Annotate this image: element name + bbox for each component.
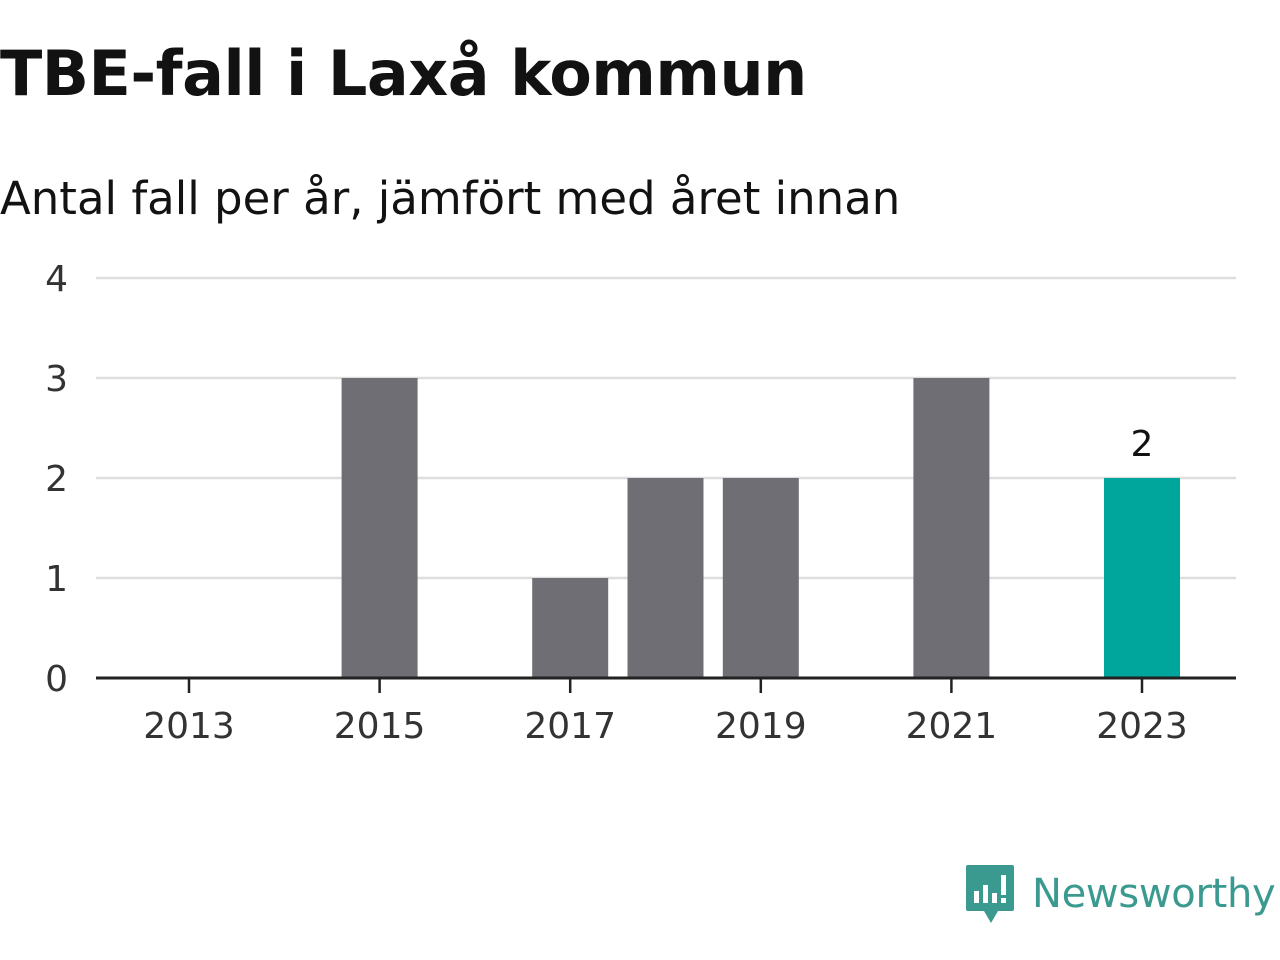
logo-bar-4 bbox=[1001, 875, 1006, 895]
bar-2018 bbox=[627, 478, 704, 678]
y-tick-label: 0 bbox=[45, 659, 68, 700]
bar-2021 bbox=[913, 378, 990, 678]
logo-bubble-shape bbox=[966, 865, 1014, 923]
bar-2015 bbox=[341, 378, 418, 678]
y-tick-label: 3 bbox=[45, 359, 68, 400]
data-label-2023: 2 bbox=[1131, 424, 1154, 465]
brand-logo-block: Newsworthy bbox=[964, 862, 1276, 926]
x-tick-label: 2017 bbox=[524, 706, 616, 747]
x-axis-tick-labels: 2013 2015 2017 2019 2021 2023 bbox=[143, 706, 1188, 747]
bar-2023 bbox=[1104, 478, 1180, 678]
logo-bar-1 bbox=[974, 891, 979, 903]
x-tick-label: 2013 bbox=[143, 706, 235, 747]
y-axis-tick-labels: 0 1 2 3 4 bbox=[45, 259, 68, 700]
x-axis bbox=[96, 676, 1236, 693]
chart-title: TBE-fall i Laxå kommun bbox=[0, 37, 807, 110]
x-tick-label: 2015 bbox=[334, 706, 426, 747]
x-tick-label: 2019 bbox=[715, 706, 807, 747]
y-tick-label: 2 bbox=[45, 459, 68, 500]
brand-name: Newsworthy bbox=[1032, 871, 1276, 917]
y-tick-label: 4 bbox=[45, 259, 68, 300]
bar-chart-speech-bubble-icon bbox=[966, 865, 1014, 923]
logo-dot bbox=[1001, 898, 1006, 903]
x-tick-label: 2021 bbox=[906, 706, 998, 747]
bars bbox=[341, 378, 1180, 678]
y-tick-label: 1 bbox=[45, 559, 68, 600]
logo-bar-2 bbox=[983, 885, 988, 903]
data-labels: 2 bbox=[1131, 424, 1154, 465]
bar-chart: 0 1 2 3 4 2013 2015 2017 2019 2021 2023 2 bbox=[45, 259, 1236, 747]
logo-bar-3 bbox=[992, 893, 997, 903]
bar-2017 bbox=[532, 578, 609, 678]
x-tick-label: 2023 bbox=[1096, 706, 1188, 747]
bar-2019 bbox=[722, 478, 799, 678]
chart-subtitle: Antal fall per år, jämfört med året inna… bbox=[0, 172, 901, 225]
